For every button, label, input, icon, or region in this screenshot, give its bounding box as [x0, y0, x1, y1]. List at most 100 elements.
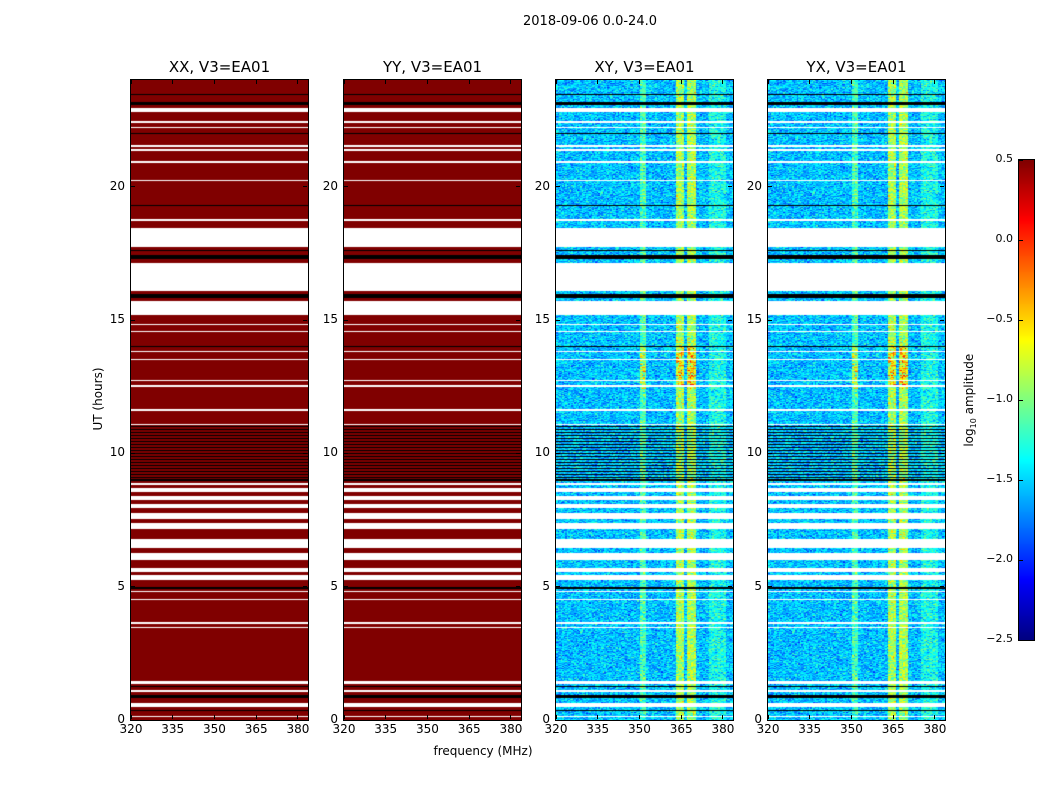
y-tick-label: 5: [542, 578, 550, 593]
y-tick-mark: [728, 452, 732, 454]
y-tick-mark: [768, 719, 772, 721]
x-tick-label: 335: [374, 722, 398, 736]
x-tick-mark: [172, 715, 174, 719]
colorbar-tick-label: −2.5: [986, 632, 1013, 645]
y-tick-label: 5: [330, 578, 338, 593]
y-tick-mark: [728, 719, 732, 721]
colorbar-tick-mark: [1019, 239, 1023, 241]
colorbar-label-sub: 10: [969, 418, 979, 429]
colorbar-tick-mark: [1019, 319, 1023, 321]
y-tick-label: 15: [109, 312, 125, 326]
x-tick-mark: [892, 715, 894, 719]
y-tick-mark: [131, 452, 135, 454]
colorbar-label: log10 amplitude: [962, 335, 978, 465]
y-tick-mark: [728, 186, 732, 188]
x-tick-mark: [468, 80, 470, 84]
x-tick-label: 380: [499, 722, 523, 736]
y-tick-label: 5: [117, 578, 125, 593]
y-tick-label: 0: [542, 712, 550, 726]
y-tick-label: 10: [534, 445, 550, 460]
y-tick-label: 20: [534, 178, 550, 193]
x-tick-label: 335: [798, 722, 822, 736]
y-tick-mark: [131, 319, 135, 321]
y-tick-label: 10: [109, 445, 125, 460]
colorbar-tick-label: 0.5: [995, 152, 1014, 165]
x-tick-mark: [297, 715, 299, 719]
x-tick-mark: [130, 715, 132, 719]
y-tick-mark: [131, 186, 135, 188]
x-tick-label: 335: [161, 722, 185, 736]
x-tick-mark: [426, 715, 428, 719]
x-tick-mark: [767, 715, 769, 719]
x-tick-mark: [597, 715, 599, 719]
heatmap-xy: [556, 80, 733, 720]
y-tick-mark: [556, 452, 560, 454]
y-tick-label: 10: [322, 445, 338, 460]
x-tick-mark: [680, 80, 682, 84]
y-tick-mark: [131, 586, 135, 588]
y-tick-mark: [940, 452, 944, 454]
y-tick-mark: [940, 719, 944, 721]
x-tick-label: 320: [756, 722, 780, 736]
y-tick-label: 10: [746, 445, 762, 460]
x-tick-mark: [343, 80, 345, 84]
heatmap-xx: [131, 80, 308, 720]
y-tick-mark: [303, 319, 307, 321]
panel-title: XY, V3=EA01: [594, 58, 695, 76]
panel-title: YY, V3=EA01: [382, 58, 483, 76]
y-tick-mark: [940, 319, 944, 321]
x-tick-mark: [934, 80, 936, 84]
x-tick-mark: [722, 80, 724, 84]
x-tick-mark: [850, 80, 852, 84]
x-tick-mark: [809, 80, 811, 84]
y-tick-mark: [303, 586, 307, 588]
x-tick-mark: [809, 715, 811, 719]
x-tick-mark: [510, 715, 512, 719]
x-tick-label: 365: [244, 722, 268, 736]
colorbar-tick-label: 0.0: [995, 232, 1014, 245]
y-tick-label: 20: [746, 178, 762, 193]
y-axis-label: UT (hours): [91, 367, 105, 431]
x-tick-mark: [638, 80, 640, 84]
colorbar-tick-label: −2.0: [986, 552, 1013, 565]
x-tick-mark: [343, 715, 345, 719]
x-tick-mark: [213, 80, 215, 84]
x-tick-label: 380: [923, 722, 947, 736]
y-tick-label: 0: [754, 712, 762, 726]
x-tick-label: 365: [457, 722, 481, 736]
x-tick-mark: [934, 715, 936, 719]
x-tick-mark: [510, 80, 512, 84]
panel-title: XX, V3=EA01: [168, 58, 271, 76]
x-tick-mark: [255, 80, 257, 84]
x-tick-mark: [767, 80, 769, 84]
x-tick-mark: [426, 80, 428, 84]
y-tick-mark: [516, 452, 520, 454]
x-tick-label: 380: [711, 722, 735, 736]
colorbar-gradient: [1019, 160, 1034, 640]
y-tick-mark: [940, 186, 944, 188]
panel-yx: YX, V3=EA01 320 335 350 365 380 0 5 10 15 20: [747, 58, 947, 736]
x-tick-mark: [213, 715, 215, 719]
heatmap-yx: [768, 80, 945, 720]
x-tick-mark: [130, 80, 132, 84]
colorbar-tick-label: −1.0: [986, 392, 1013, 405]
x-tick-label: 350: [628, 722, 651, 736]
y-tick-mark: [344, 186, 348, 188]
colorbar-tick-mark: [1019, 399, 1023, 401]
y-tick-mark: [940, 586, 944, 588]
x-tick-label: 320: [119, 722, 143, 736]
x-tick-mark: [850, 715, 852, 719]
x-tick-label: 320: [544, 722, 568, 736]
colorbar-tick-label: −0.5: [986, 312, 1013, 325]
y-tick-mark: [768, 186, 772, 188]
y-tick-mark: [728, 586, 732, 588]
y-tick-mark: [516, 186, 520, 188]
y-tick-mark: [516, 319, 520, 321]
panel-title: YX, V3=EA01: [806, 58, 907, 76]
x-tick-label: 365: [881, 722, 905, 736]
colorbar-tick-mark: [1019, 479, 1023, 481]
colorbar-frame: [1018, 159, 1035, 641]
y-tick-mark: [768, 452, 772, 454]
x-tick-mark: [555, 715, 557, 719]
colorbar-label-rest: amplitude: [961, 353, 976, 419]
